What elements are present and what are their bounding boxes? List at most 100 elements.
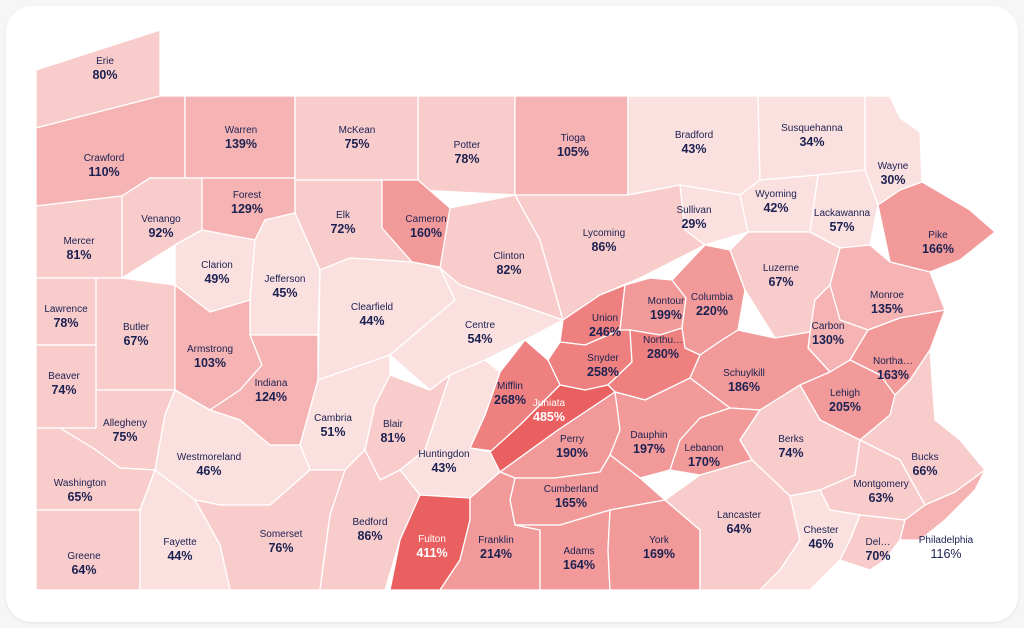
- county-name-beaver: Beaver: [48, 371, 80, 382]
- county-name-warren: Warren: [225, 125, 257, 136]
- county-value-fulton: 411%: [416, 546, 447, 560]
- county-name-montour: Montour: [648, 296, 685, 307]
- county-value-mifflin: 268%: [494, 393, 526, 407]
- county-name-cumberland: Cumberland: [544, 484, 598, 495]
- county-name-juniata: Juniata: [533, 398, 566, 409]
- county-name-cambria: Cambria: [314, 413, 352, 424]
- county-name-forest: Forest: [233, 190, 262, 201]
- county-name-sullivan: Sullivan: [676, 205, 711, 216]
- county-value-union: 246%: [589, 325, 621, 339]
- county-value-cambria: 51%: [320, 425, 345, 439]
- county-value-huntingdon: 43%: [431, 461, 456, 475]
- county-value-greene: 64%: [71, 563, 96, 577]
- county-value-armstrong: 103%: [194, 356, 226, 370]
- county-name-bedford: Bedford: [352, 517, 387, 528]
- county-value-cameron: 160%: [410, 226, 442, 240]
- county-value-wyoming: 42%: [763, 201, 788, 215]
- county-value-schuylkill: 186%: [728, 380, 760, 394]
- county-sullivan: [679, 184, 749, 246]
- county-name-wyoming: Wyoming: [755, 189, 797, 200]
- county-name-northumberland: Northu…: [643, 335, 683, 346]
- county-value-washington: 65%: [67, 490, 92, 504]
- county-name-york: York: [649, 535, 670, 546]
- county-name-westmoreland: Westmoreland: [177, 452, 241, 463]
- county-value-northampton: 163%: [877, 368, 909, 382]
- county-name-lebanon: Lebanon: [685, 443, 724, 454]
- county-value-philadelphia: 116%: [930, 547, 961, 561]
- county-name-huntingdon: Huntingdon: [418, 449, 469, 460]
- county-name-lycoming: Lycoming: [583, 228, 625, 239]
- county-value-fayette: 44%: [167, 549, 192, 563]
- county-value-perry: 190%: [556, 446, 588, 460]
- county-value-dauphin: 197%: [633, 442, 665, 456]
- county-value-cumberland: 165%: [555, 496, 587, 510]
- county-name-philadelphia: Philadelphia: [919, 535, 974, 546]
- county-value-columbia: 220%: [696, 304, 728, 318]
- county-value-bedford: 86%: [357, 529, 382, 543]
- county-name-fayette: Fayette: [163, 537, 197, 548]
- county-name-tioga: Tioga: [561, 133, 586, 144]
- county-name-washington: Washington: [54, 478, 106, 489]
- county-value-forest: 129%: [231, 202, 263, 216]
- county-name-erie: Erie: [96, 56, 114, 67]
- county-name-lackawanna: Lackawanna: [814, 208, 871, 219]
- county-value-lancaster: 64%: [726, 522, 751, 536]
- county-value-clearfield: 44%: [359, 314, 384, 328]
- county-name-susquehanna: Susquehanna: [781, 123, 843, 134]
- county-value-tioga: 105%: [557, 145, 589, 159]
- county-value-snyder: 258%: [587, 365, 619, 379]
- county-name-snyder: Snyder: [587, 353, 619, 364]
- county-name-mifflin: Mifflin: [497, 381, 523, 392]
- county-name-lancaster: Lancaster: [717, 510, 762, 521]
- county-value-centre: 54%: [467, 332, 492, 346]
- county-value-butler: 67%: [123, 334, 148, 348]
- county-value-mckean: 75%: [344, 137, 369, 151]
- county-name-elk: Elk: [336, 210, 351, 221]
- county-name-monroe: Monroe: [870, 290, 904, 301]
- county-name-adams: Adams: [563, 546, 594, 557]
- county-name-clarion: Clarion: [201, 260, 233, 271]
- county-name-pike: Pike: [928, 230, 948, 241]
- county-value-juniata: 485%: [533, 410, 565, 424]
- county-value-westmoreland: 46%: [196, 464, 221, 478]
- county-value-blair: 81%: [380, 431, 405, 445]
- county-greene: [35, 509, 141, 591]
- county-value-montgomery: 63%: [868, 491, 893, 505]
- county-value-montour: 199%: [650, 308, 682, 322]
- county-value-lebanon: 170%: [688, 455, 720, 469]
- county-value-delaware: 70%: [865, 549, 890, 563]
- county-name-berks: Berks: [778, 434, 804, 445]
- county-name-armstrong: Armstrong: [187, 344, 233, 355]
- county-value-lawrence: 78%: [53, 316, 78, 330]
- county-value-allegheny: 75%: [112, 430, 137, 444]
- county-value-lehigh: 205%: [829, 400, 861, 414]
- county-value-clinton: 82%: [496, 263, 521, 277]
- county-name-luzerne: Luzerne: [763, 263, 800, 274]
- county-name-centre: Centre: [465, 320, 495, 331]
- county-name-schuylkill: Schuylkill: [723, 368, 765, 379]
- county-value-bucks: 66%: [912, 464, 937, 478]
- county-value-lackawanna: 57%: [829, 220, 854, 234]
- county-name-dauphin: Dauphin: [630, 430, 667, 441]
- county-name-bucks: Bucks: [911, 452, 938, 463]
- county-value-susquehanna: 34%: [799, 135, 824, 149]
- county-name-columbia: Columbia: [691, 292, 734, 303]
- county-name-northampton: Northa…: [873, 356, 913, 367]
- county-name-bradford: Bradford: [675, 130, 713, 141]
- county-value-wayne: 30%: [880, 173, 905, 187]
- county-value-berks: 74%: [778, 446, 803, 460]
- county-name-mercer: Mercer: [63, 236, 95, 247]
- county-fayette: [139, 469, 231, 591]
- county-regions: [35, 29, 996, 591]
- county-value-venango: 92%: [148, 226, 173, 240]
- county-name-butler: Butler: [123, 322, 150, 333]
- county-value-mercer: 81%: [66, 248, 91, 262]
- county-pike: [877, 181, 996, 273]
- county-name-venango: Venango: [141, 214, 181, 225]
- county-value-bradford: 43%: [681, 142, 706, 156]
- county-name-potter: Potter: [454, 140, 481, 151]
- county-value-jefferson: 45%: [272, 286, 297, 300]
- county-value-pike: 166%: [922, 242, 954, 256]
- county-name-jefferson: Jefferson: [265, 274, 306, 285]
